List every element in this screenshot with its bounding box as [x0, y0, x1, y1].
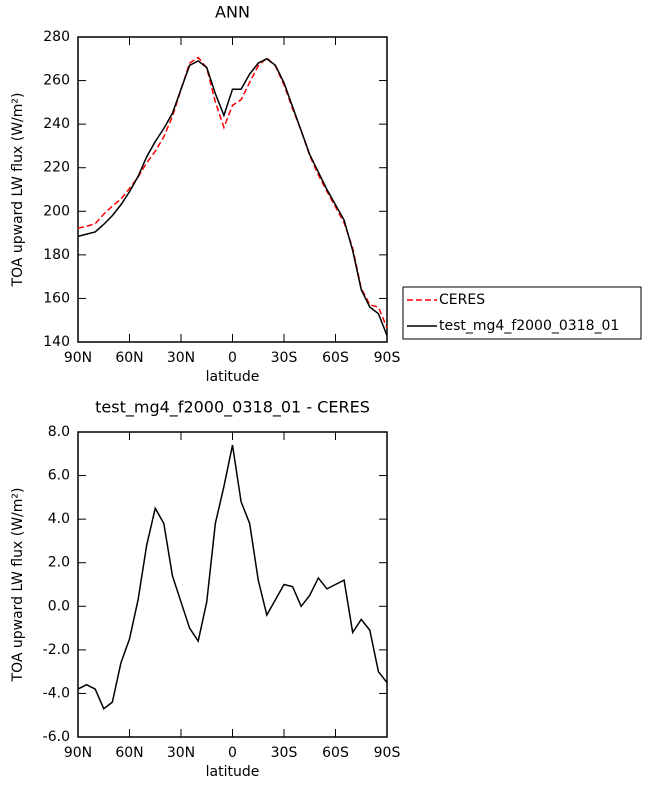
y-tick-label: 240: [43, 116, 70, 132]
y-tick-label: 160: [43, 290, 70, 306]
data-line: [77, 56, 388, 329]
x-tick-label: 90N: [64, 745, 92, 761]
x-tick-label: 60N: [115, 350, 143, 366]
y-tick-label: 200: [43, 203, 70, 219]
y-tick-label: 140: [43, 334, 70, 350]
plot-frame: [77, 431, 388, 738]
legend-label: test_mg4_f2000_0318_01: [439, 318, 619, 334]
chart-title: test_mg4_f2000_0318_01 - CERES: [95, 398, 370, 418]
x-tick-label: 30N: [167, 350, 195, 366]
x-tick-label: 60S: [322, 350, 349, 366]
y-tick-label: -4.0: [43, 685, 70, 701]
chart-title: ANN: [215, 3, 250, 22]
y-tick-label: -6.0: [43, 729, 70, 745]
x-tick-label: 30S: [271, 745, 298, 761]
x-tick-label: 60S: [322, 745, 349, 761]
data-line: [77, 444, 388, 710]
legend-label: CERES: [439, 292, 485, 308]
y-tick-label: 6.0: [48, 468, 70, 484]
x-tick-label: 90S: [374, 745, 401, 761]
x-tick-label: 30N: [167, 745, 195, 761]
x-tick-label: 0: [228, 350, 237, 366]
x-axis-label: latitude: [206, 764, 260, 780]
y-tick-label: 4.0: [48, 511, 70, 527]
x-tick-label: 30S: [271, 350, 298, 366]
y-tick-label: 180: [43, 247, 70, 263]
y-tick-label: 0.0: [48, 598, 70, 614]
y-tick-label: 8.0: [48, 424, 70, 440]
x-axis-label: latitude: [206, 369, 260, 385]
legend-box: [402, 286, 642, 340]
y-tick-label: 280: [43, 29, 70, 45]
x-tick-label: 60N: [115, 745, 143, 761]
x-tick-label: 0: [228, 745, 237, 761]
y-axis-label: TOA upward LW flux (W/m²): [10, 93, 26, 288]
x-tick-label: 90N: [64, 350, 92, 366]
y-tick-label: 220: [43, 160, 70, 176]
y-tick-label: -2.0: [43, 642, 70, 658]
y-tick-label: 2.0: [48, 555, 70, 571]
y-tick-label: 260: [43, 73, 70, 89]
x-tick-label: 90S: [374, 350, 401, 366]
data-line: [77, 57, 388, 336]
plot-frame: [77, 36, 388, 343]
y-axis-label: TOA upward LW flux (W/m²): [10, 488, 26, 683]
